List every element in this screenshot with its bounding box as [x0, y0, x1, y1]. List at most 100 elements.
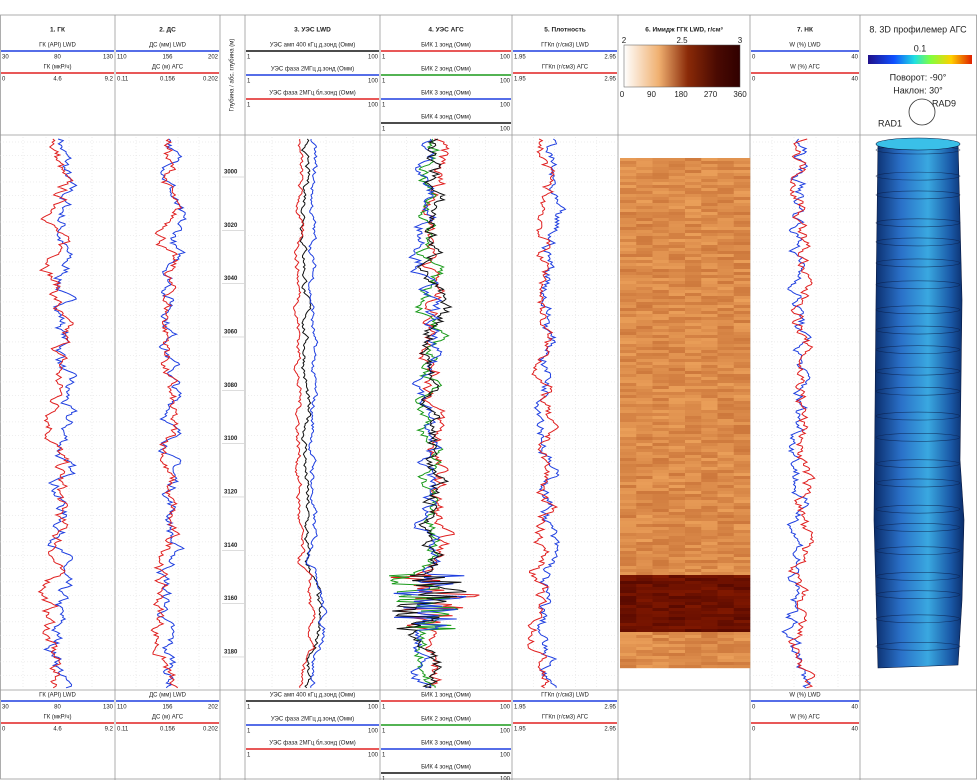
image-cell: [718, 167, 735, 170]
image-cell: [620, 239, 637, 242]
image-cell: [636, 419, 653, 422]
image-cell: [685, 335, 702, 338]
image-cell: [653, 161, 670, 164]
image-cell: [701, 590, 718, 593]
image-cell: [701, 257, 718, 260]
image-cell: [718, 458, 735, 461]
image-cell: [669, 464, 686, 467]
image-cell: [718, 371, 735, 374]
image-cell: [718, 347, 735, 350]
image-cell: [734, 377, 751, 380]
image-cell: [685, 254, 702, 257]
image-cell: [653, 521, 670, 524]
image-cell: [669, 350, 686, 353]
image-cell: [685, 650, 702, 653]
image-cell: [636, 569, 653, 572]
image-cell: [620, 581, 637, 584]
image-cell: [636, 632, 653, 635]
image-cell: [685, 365, 702, 368]
image-cell: [718, 410, 735, 413]
image-cell: [701, 326, 718, 329]
image-cell: [653, 311, 670, 314]
image-cell: [685, 332, 702, 335]
image-cell: [701, 530, 718, 533]
image-cell: [701, 383, 718, 386]
image-cell: [734, 503, 751, 506]
image-cell: [636, 197, 653, 200]
image-cell: [718, 275, 735, 278]
image-cell: [718, 539, 735, 542]
image-cell: [636, 503, 653, 506]
image-cell: [653, 545, 670, 548]
image-cell: [718, 488, 735, 491]
image-cell: [636, 404, 653, 407]
scale-label: 100: [368, 705, 379, 711]
image-cell: [653, 401, 670, 404]
image-cell: [636, 317, 653, 320]
image-cell: [653, 659, 670, 662]
image-cell: [620, 476, 637, 479]
image-cell: [653, 416, 670, 419]
image-cell: [701, 497, 718, 500]
image-cell: [620, 188, 637, 191]
image-cell: [620, 650, 637, 653]
image-cell: [669, 380, 686, 383]
image-cell: [636, 647, 653, 650]
image-cell: [701, 203, 718, 206]
image-cell: [734, 512, 751, 515]
image-cell: [701, 323, 718, 326]
image-cell: [701, 368, 718, 371]
image-cell: [653, 197, 670, 200]
image-cell: [653, 650, 670, 653]
image-cell: [718, 650, 735, 653]
image-cell: [636, 560, 653, 563]
image-cell: [669, 212, 686, 215]
image-cell: [653, 206, 670, 209]
image-cell: [620, 431, 637, 434]
scale-label: 360: [733, 90, 747, 99]
image-cell: [653, 515, 670, 518]
depth-label: 3020: [224, 223, 238, 229]
image-cell: [701, 599, 718, 602]
image-cell: [734, 353, 751, 356]
image-cell: [718, 353, 735, 356]
image-cell: [718, 182, 735, 185]
image-cell: [734, 386, 751, 389]
image-cell: [653, 278, 670, 281]
image-cell: [701, 596, 718, 599]
image-cell: [701, 311, 718, 314]
image-cell: [636, 608, 653, 611]
image-cell: [685, 263, 702, 266]
image-cell: [734, 170, 751, 173]
image-cell: [620, 407, 637, 410]
image-cell: [734, 284, 751, 287]
image-cell: [653, 407, 670, 410]
image-cell: [701, 410, 718, 413]
image-cell: [669, 566, 686, 569]
scale-label: 0: [752, 705, 756, 711]
image-cell: [653, 497, 670, 500]
image-cell: [636, 386, 653, 389]
image-cell: [669, 236, 686, 239]
curve-name: ДС (мм) LWD: [149, 43, 187, 49]
image-cell: [685, 215, 702, 218]
image-cell: [685, 494, 702, 497]
image-cell: [718, 284, 735, 287]
image-cell: [653, 437, 670, 440]
image-cell: [653, 281, 670, 284]
scale-label: 4.6: [53, 727, 62, 733]
image-cell: [685, 641, 702, 644]
image-cell: [685, 632, 702, 635]
image-cell: [701, 209, 718, 212]
scale-label: 0.202: [203, 77, 219, 83]
image-cell: [653, 644, 670, 647]
image-cell: [701, 251, 718, 254]
image-cell: [669, 524, 686, 527]
image-cell: [701, 449, 718, 452]
image-cell: [669, 344, 686, 347]
image-cell: [685, 569, 702, 572]
image-cell: [734, 302, 751, 305]
image-cell: [653, 395, 670, 398]
image-cell: [653, 236, 670, 239]
image-cell: [734, 617, 751, 620]
